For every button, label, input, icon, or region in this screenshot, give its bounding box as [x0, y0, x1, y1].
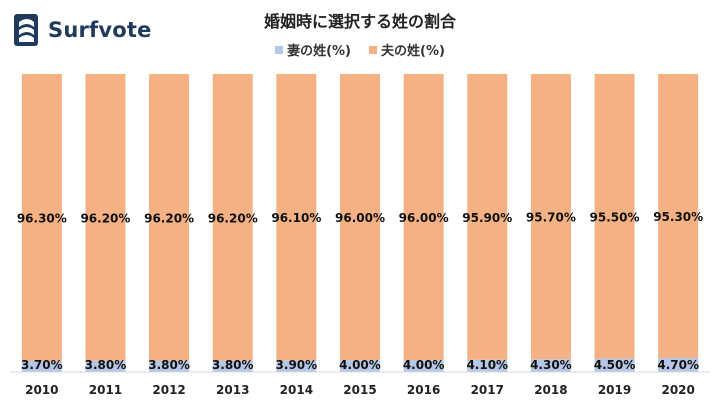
bar-husband-2020	[658, 74, 699, 358]
bar-husband-2013	[212, 74, 253, 361]
data-label-wife-2018: 4.30%	[530, 358, 572, 372]
bar-husband-2012	[149, 74, 190, 361]
data-label-husband-2013: 96.20%	[208, 211, 258, 225]
bar-wife-2015	[340, 360, 380, 372]
bar-wife-2018	[530, 359, 571, 372]
data-label-wife-2014: 3.90%	[276, 358, 318, 372]
data-label-wife-2011: 3.80%	[85, 358, 127, 372]
data-label-husband-2010: 96.30%	[17, 211, 67, 225]
x-tick-label-2011: 2011	[89, 383, 122, 397]
data-label-husband-2020: 95.30%	[653, 210, 703, 224]
bar-husband-2014	[276, 74, 317, 361]
x-tick-label-2015: 2015	[343, 383, 376, 397]
data-label-husband-2019: 95.50%	[590, 210, 640, 224]
x-tick-label-2018: 2018	[534, 383, 567, 397]
data-label-husband-2017: 95.90%	[462, 211, 512, 225]
data-label-husband-2018: 95.70%	[526, 211, 576, 225]
data-label-husband-2016: 96.00%	[399, 211, 449, 225]
data-label-husband-2015: 96.00%	[335, 211, 385, 225]
bar-wife-2012	[149, 360, 190, 372]
legend-item-husband: 夫の姓(%)	[369, 40, 445, 59]
x-tick-label-2017: 2017	[471, 383, 504, 397]
data-label-wife-2012: 3.80%	[148, 358, 190, 372]
x-tick-label-2020: 2020	[661, 383, 694, 397]
legend-item-wife: 妻の姓(%)	[275, 40, 351, 59]
legend-swatch-wife	[275, 45, 284, 54]
bar-husband-2018	[530, 74, 571, 360]
data-label-wife-2013: 3.80%	[212, 358, 254, 372]
bar-wife-2014	[276, 360, 317, 372]
bar-wife-2011	[85, 360, 126, 372]
legend-swatch-husband	[369, 45, 377, 54]
chart-title: 婚姻時に選択する姓の割合	[263, 12, 456, 31]
brand-name: Surfvote	[48, 18, 152, 42]
bar-husband-2019	[594, 74, 635, 359]
x-tick-label-2014: 2014	[280, 383, 313, 397]
bar-wife-2013	[212, 360, 253, 372]
data-label-wife-2010: 3.70%	[21, 358, 63, 372]
bar-husband-2011	[85, 74, 126, 361]
x-tick-label-2013: 2013	[216, 383, 249, 397]
x-tick-label-2012: 2012	[152, 383, 185, 397]
data-label-husband-2014: 96.10%	[271, 211, 321, 225]
brand-logo: Surfvote	[12, 8, 152, 52]
data-label-wife-2015: 4.00%	[339, 358, 381, 372]
data-label-wife-2019: 4.50%	[594, 358, 636, 372]
bar-wife-2019	[594, 358, 635, 372]
bar-husband-2016	[403, 74, 444, 361]
data-label-wife-2016: 4.00%	[403, 358, 445, 372]
bar-husband-2015	[340, 74, 380, 361]
legend-label-husband: 夫の姓(%)	[381, 44, 445, 59]
data-label-wife-2017: 4.10%	[466, 358, 508, 372]
data-label-wife-2020: 4.70%	[657, 358, 699, 372]
x-tick-label-2016: 2016	[407, 383, 440, 397]
bar-wife-2017	[467, 359, 508, 372]
legend-label-wife: 妻の姓(%)	[287, 44, 351, 59]
bar-wife-2020	[658, 357, 699, 372]
x-tick-label-2019: 2019	[598, 383, 631, 397]
data-label-husband-2012: 96.20%	[144, 211, 194, 225]
chart-legend: 妻の姓(%) 夫の姓(%)	[0, 40, 720, 59]
bar-wife-2016	[403, 360, 444, 372]
bar-husband-2010	[21, 74, 62, 361]
x-tick-label-2010: 2010	[25, 383, 58, 397]
surfvote-logo-icon	[14, 14, 38, 46]
bar-wife-2010	[21, 360, 62, 372]
bar-husband-2017	[467, 74, 508, 360]
data-label-husband-2011: 96.20%	[80, 211, 130, 225]
